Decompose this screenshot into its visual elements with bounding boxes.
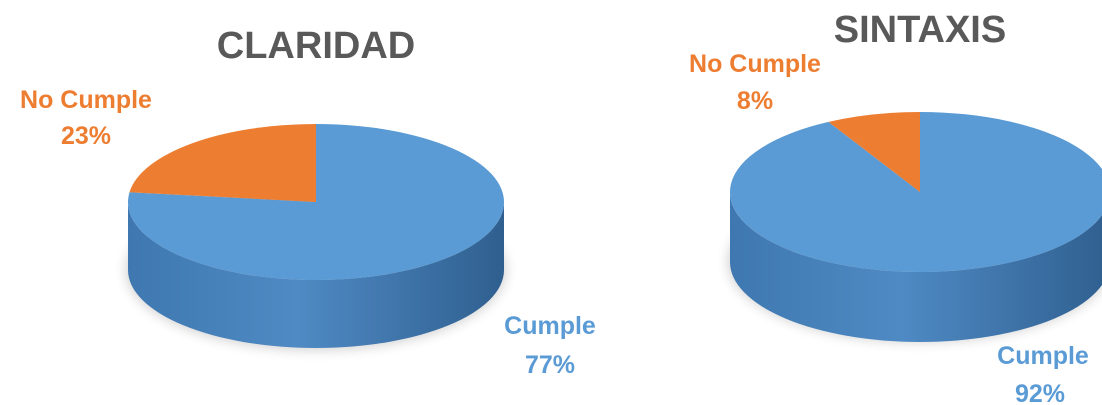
slice-label-sintaxis-no-cumple-value: 8%	[737, 87, 773, 115]
slice-label-claridad-cumple-value: 77%	[525, 351, 575, 379]
slice-label-claridad-cumple-name: Cumple	[504, 312, 596, 340]
slice-label-sintaxis-cumple-value: 92%	[1015, 380, 1065, 405]
pie-chart-sintaxis: SINTAXIS No Cumple 8% Cumple 92%	[689, 9, 1102, 405]
chart-title-claridad: CLARIDAD	[217, 25, 415, 67]
pie-slice-sintaxis-cumple	[730, 112, 1102, 272]
slice-label-claridad-no-cumple-name: No Cumple	[20, 86, 152, 114]
slice-label-sintaxis-no-cumple-name: No Cumple	[689, 50, 821, 78]
chart-title-sintaxis: SINTAXIS	[834, 9, 1006, 51]
pie-side-sintaxis	[730, 192, 1102, 342]
pie-side-claridad	[128, 202, 504, 348]
pie-chart-claridad: CLARIDAD No Cumple 23% Cumple 77%	[20, 25, 596, 379]
pie-slice-claridad-no-cumple	[129, 124, 316, 202]
pie-slice-sintaxis-no-cumple	[828, 112, 920, 192]
pie-slice-claridad-cumple	[128, 124, 505, 280]
slice-label-claridad-no-cumple-value: 23%	[61, 122, 111, 150]
slice-label-sintaxis-cumple-name: Cumple	[997, 342, 1089, 370]
